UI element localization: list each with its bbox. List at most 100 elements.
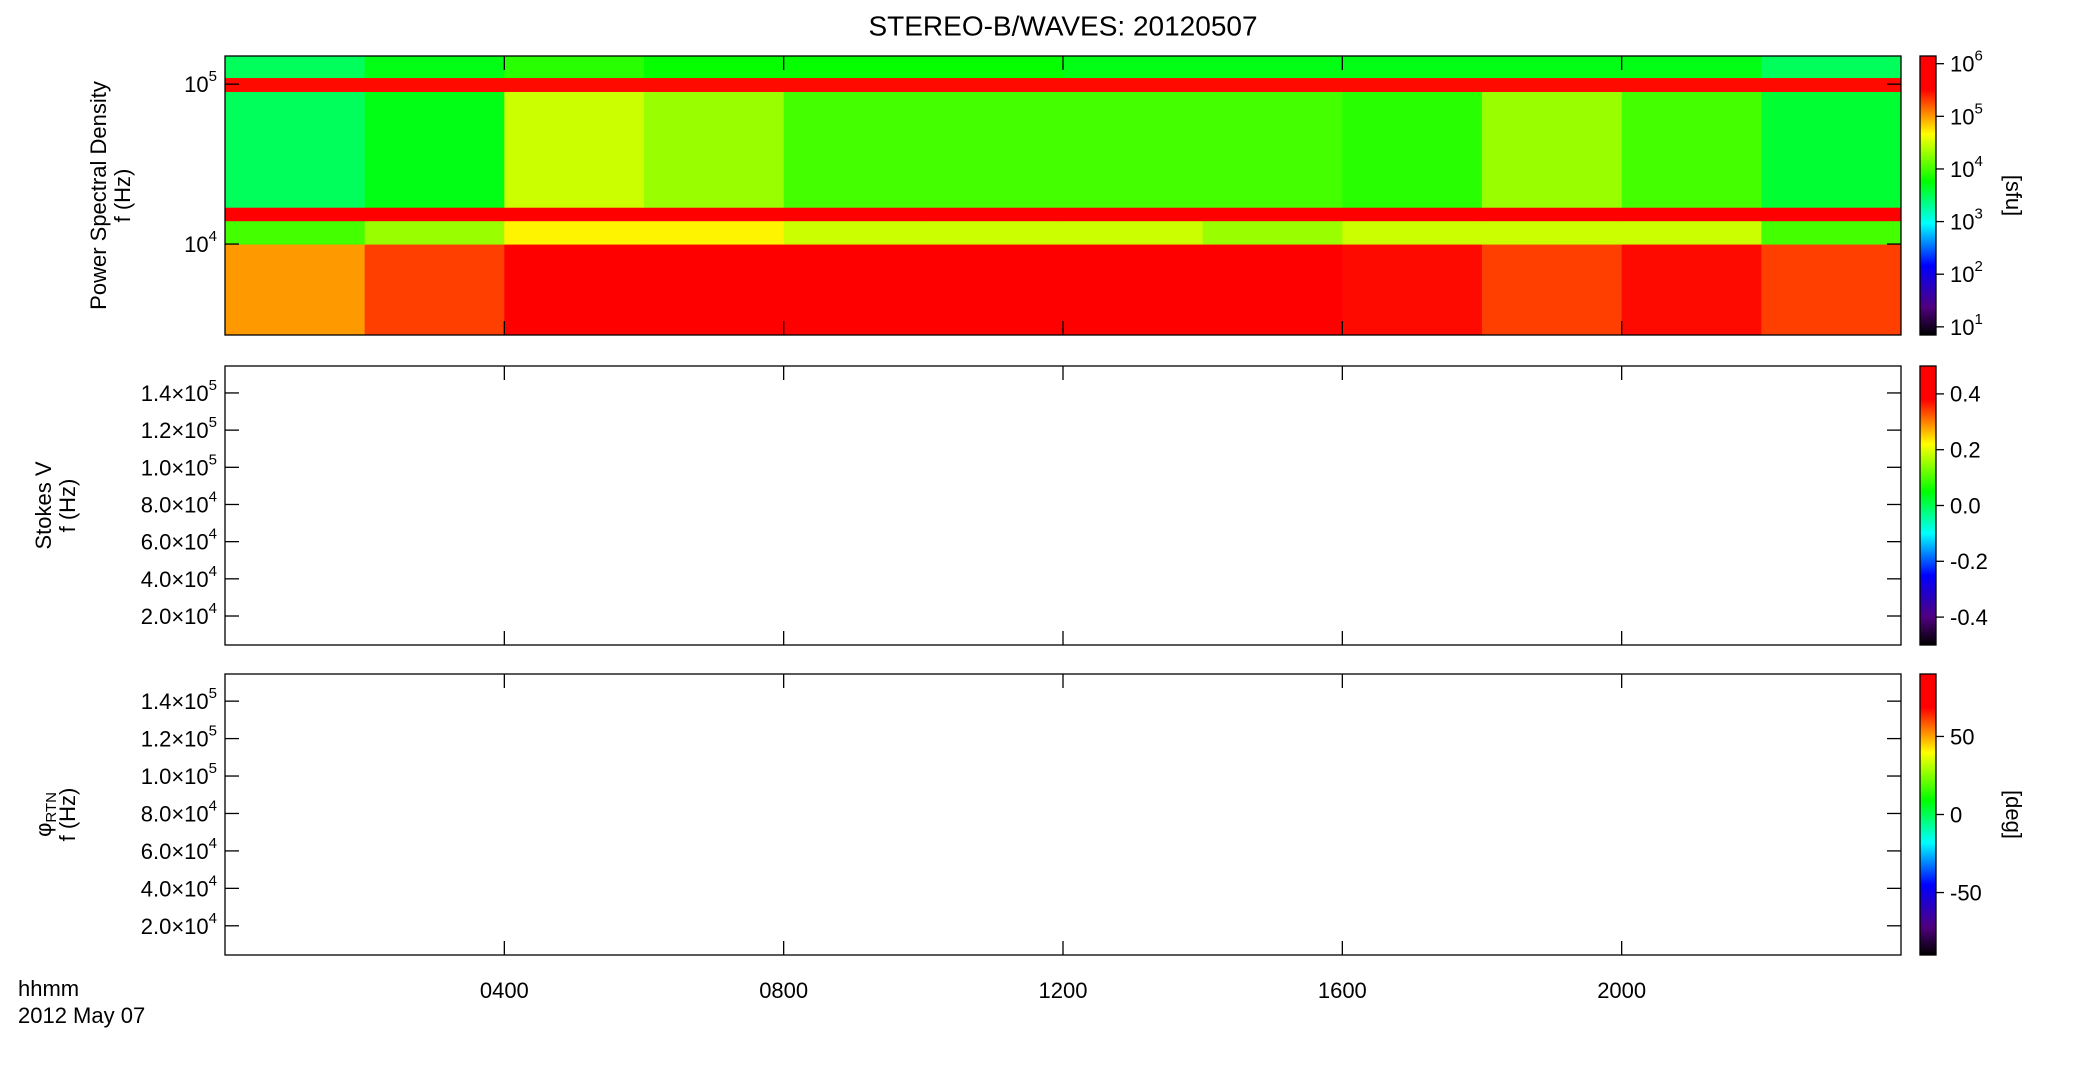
heatmap-cell: [783, 77, 924, 92]
heatmap-cell: [783, 56, 924, 79]
heatmap-cell: [1063, 56, 1204, 79]
colorbar-tick-label: 104: [1950, 153, 1983, 182]
y-tick-label: 2.0×104: [141, 600, 217, 629]
heatmap-cell: [1621, 56, 1762, 79]
y-tick-label: 6.0×104: [141, 526, 217, 555]
colorbar-tick-label: 102: [1950, 258, 1983, 287]
heatmap-cell: [504, 56, 645, 79]
y-tick-label: 1.4×105: [141, 377, 217, 406]
y-axis-label: f (Hz): [55, 479, 80, 533]
heatmap-cell: [1621, 77, 1762, 92]
heatmap-cell: [364, 220, 505, 245]
x-tick-label: 2000: [1597, 978, 1646, 1003]
heatmap-cell: [1621, 244, 1762, 336]
chart-title: STEREO-B/WAVES: 20120507: [868, 10, 1257, 41]
heatmap-cell: [225, 207, 366, 222]
y-axis-label: Power Spectral Density: [86, 81, 111, 310]
y-tick-label: 1.2×105: [141, 414, 217, 443]
colorbar: [1919, 365, 1937, 646]
heatmap-cell: [1063, 244, 1204, 336]
y-axis-label: f (Hz): [110, 169, 135, 223]
colorbar-tick-label: 0.4: [1950, 382, 1981, 407]
colorbar-tick-label: -0.2: [1950, 549, 1988, 574]
heatmap-cell: [1202, 207, 1343, 222]
time-label: hhmm: [18, 976, 79, 1001]
y-tick-label: 2.0×104: [141, 910, 217, 939]
x-tick-label: 0400: [480, 978, 529, 1003]
heatmap-cell: [225, 91, 366, 208]
heatmap-cell: [504, 77, 645, 92]
colorbar-tick-label: 50: [1950, 724, 1974, 749]
heatmap-cell: [225, 220, 366, 245]
heatmap-cell: [1482, 56, 1623, 79]
heatmap-cell: [225, 244, 366, 336]
heatmap-cell: [364, 91, 505, 208]
heatmap-cell: [1761, 91, 1902, 208]
heatmap-cell: [923, 220, 1064, 245]
heatmap-cell: [1482, 77, 1623, 92]
heatmap-cell: [1063, 91, 1204, 208]
colorbar-tick-label: 106: [1950, 48, 1983, 77]
heatmap-cell: [1342, 56, 1483, 79]
heatmap-cell: [1202, 91, 1343, 208]
y-tick-label: 6.0×104: [141, 835, 217, 864]
heatmap-cell: [1761, 220, 1902, 245]
heatmap-cell: [1342, 244, 1483, 336]
plot-frame: [224, 365, 1902, 646]
x-tick-label: 1600: [1318, 978, 1367, 1003]
colorbar-tick-label: 0: [1950, 802, 1962, 827]
heatmap-cell: [504, 244, 645, 336]
y-axis-label: φRTN: [31, 792, 60, 837]
heatmap-cell: [504, 207, 645, 222]
y-tick-label: 105: [184, 68, 217, 97]
y-tick-label: 4.0×104: [141, 563, 217, 592]
heatmap-cell: [1202, 77, 1343, 92]
y-tick-label: 1.4×105: [141, 685, 217, 714]
heatmap-cell: [225, 56, 366, 79]
heatmap-cell: [923, 91, 1064, 208]
colorbar: [1919, 55, 1937, 336]
heatmap-cell: [644, 244, 785, 336]
heatmap-cell: [644, 77, 785, 92]
heatmap-cell: [364, 56, 505, 79]
colorbar-tick-label: -0.4: [1950, 605, 1988, 630]
heatmap-cell: [1202, 220, 1343, 245]
y-axis-label: f (Hz): [55, 788, 80, 842]
heatmap-cell: [1342, 91, 1483, 208]
heatmap-cell: [923, 244, 1064, 336]
heatmap-cell: [923, 207, 1064, 222]
colorbar-tick-label: 0.2: [1950, 438, 1981, 463]
y-tick-label: 8.0×104: [141, 488, 217, 517]
heatmap-cell: [1342, 77, 1483, 92]
heatmap-cell: [923, 56, 1064, 79]
date-label: 2012 May 07: [18, 1003, 145, 1028]
heatmap-cell: [504, 91, 645, 208]
heatmap-cell: [783, 244, 924, 336]
heatmap-cell: [225, 77, 366, 92]
y-tick-label: 8.0×104: [141, 797, 217, 826]
colorbar-tick-label: 105: [1950, 100, 1983, 129]
colorbar-tick-label: -50: [1950, 880, 1982, 905]
heatmap-cell: [644, 207, 785, 222]
heatmap-cell: [1063, 207, 1204, 222]
heatmap-cell: [783, 91, 924, 208]
heatmap-cell: [1482, 207, 1623, 222]
heatmap-cell: [644, 220, 785, 245]
colorbar-label: [deg]: [2001, 790, 2026, 839]
heatmap-cell: [1063, 220, 1204, 245]
heatmap-cell: [1621, 220, 1762, 245]
y-axis-label: Stokes V: [31, 461, 56, 549]
heatmap-cell: [1621, 91, 1762, 208]
heatmap-cell: [923, 77, 1064, 92]
heatmap-cell: [1482, 244, 1623, 336]
heatmap-cell: [504, 220, 645, 245]
heatmap-cell: [1202, 56, 1343, 79]
heatmap-cell: [364, 77, 505, 92]
heatmap-cell: [644, 91, 785, 208]
x-tick-label: 1200: [1039, 978, 1088, 1003]
plot-frame: [224, 673, 1902, 956]
heatmap-cell: [783, 207, 924, 222]
heatmap-cell: [364, 207, 505, 222]
heatmap-cell: [1621, 207, 1762, 222]
